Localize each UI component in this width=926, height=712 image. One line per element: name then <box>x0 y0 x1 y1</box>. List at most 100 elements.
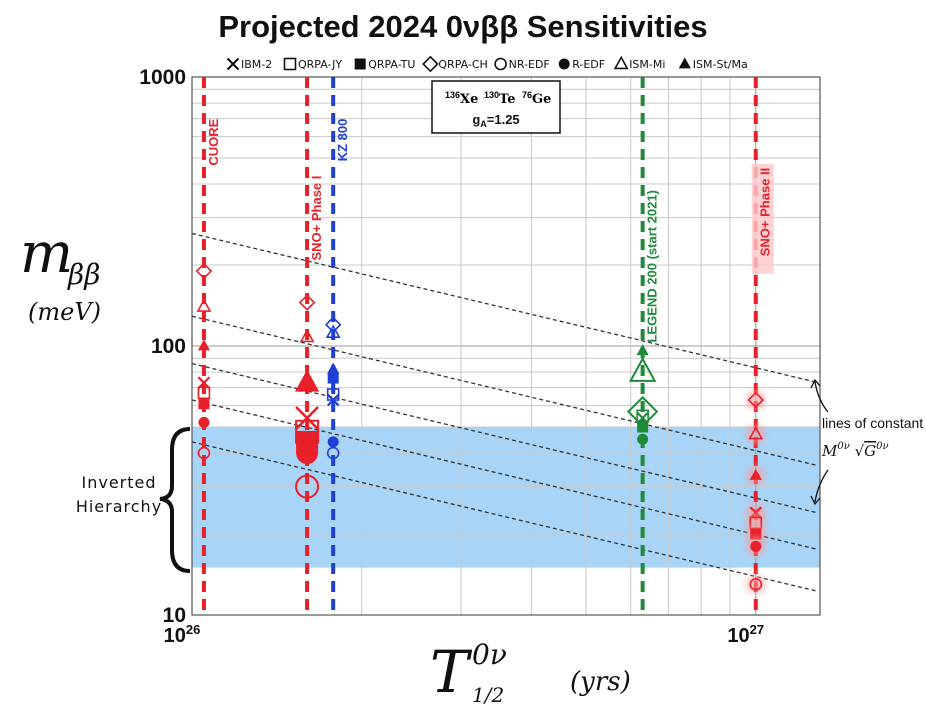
marker-diamond-open <box>747 391 765 409</box>
data-point-glow <box>745 389 766 410</box>
marker-triangle-filled <box>197 339 210 351</box>
marker-triangle-open <box>628 356 657 382</box>
marker-diamond-open <box>422 55 439 73</box>
inverted-hierarchy-label: Inverted Hierarchy <box>76 427 191 573</box>
experiment-label-glow <box>751 163 774 274</box>
y-axis-label-sub: ββ <box>67 258 100 291</box>
marker-triangle-open <box>325 324 341 338</box>
marker-triangle-filled <box>294 369 320 392</box>
experiment-label: SNO+ Phase II <box>758 168 773 257</box>
x-tick-label: 1026 <box>164 622 201 647</box>
plot-frame <box>191 76 821 616</box>
experiment-label: LEGEND 200 (start 2021) <box>645 190 660 342</box>
legend: IBM-2 QRPA-JY QRPA-TU QRPA-CH NR-EDF R-EDF ISM… <box>226 55 748 73</box>
band-label-line1: Inverted <box>81 473 156 492</box>
legend-entry-label: NR-EDF <box>509 58 550 71</box>
ga-prefix: g <box>472 112 480 127</box>
constant-line <box>191 315 817 466</box>
y-axis-label-unit: (meV) <box>28 298 101 326</box>
x-tick-exponent: 26 <box>186 622 200 637</box>
x-axis-label-unit: (yrs) <box>570 667 631 697</box>
marker-circle-open <box>494 57 507 71</box>
marker-square-filled <box>354 58 366 70</box>
constant-line <box>191 232 817 383</box>
isotope-te: 130Te <box>484 90 515 107</box>
y-axis-label-main: m <box>20 221 73 286</box>
x-tick-exponent: 27 <box>750 622 764 637</box>
y-tick-labels: 10 100 1000 <box>139 66 186 627</box>
marker-square-filled <box>637 421 649 433</box>
experiment-label: CUORE <box>206 118 221 165</box>
marker-circle-filled <box>296 442 319 465</box>
legend-entry-label: QRPA-JY <box>298 58 342 71</box>
isotope-xe: 136Xe <box>445 90 478 107</box>
marker-square-open <box>283 57 297 71</box>
legend-entry-label: IBM-2 <box>241 58 272 71</box>
marker-circle-open <box>197 446 211 460</box>
inverted-hierarchy-band <box>192 426 820 568</box>
isotope-box: 136Xe 130Te 76Ge gA=1.25 <box>431 80 561 134</box>
marker-diamond-open <box>298 294 316 311</box>
ga-sub: A <box>480 119 487 129</box>
arrow-down <box>814 469 829 503</box>
marker-circle-filled <box>198 416 210 428</box>
arrow-up <box>814 381 829 413</box>
marker-circle-filled <box>327 436 339 448</box>
band-label-line2: Hierarchy <box>76 497 162 516</box>
marker-square-filled <box>198 398 210 410</box>
legend-entry-label: ISM-Mi <box>629 58 665 71</box>
marker-circle-filled <box>558 58 570 70</box>
constant-line <box>191 441 817 592</box>
y-tick-label: 10 <box>163 604 186 627</box>
marker-triangle-filled <box>678 57 691 69</box>
x-tick-label: 1027 <box>727 622 764 647</box>
curly-brace <box>159 427 191 573</box>
isotope-xe-mass: 136 <box>445 90 460 100</box>
x-axis-label: T 0ν 1/2 (yrs) <box>430 638 631 707</box>
marker-triangle-filled <box>327 362 340 374</box>
marker-x <box>226 57 240 71</box>
y-tick-label: 1000 <box>139 66 186 89</box>
isotope-te-mass: 130 <box>484 90 499 100</box>
legend-entry-label: R-EDF <box>572 58 605 71</box>
constant-line <box>191 362 817 514</box>
marker-circle-open <box>326 446 340 460</box>
y-tick-label: 100 <box>151 335 186 358</box>
marker-triangle-open <box>748 425 764 440</box>
x-axis-label-main: T <box>430 638 473 706</box>
chart-title: Projected 2024 0νββ Sensitivities <box>218 9 707 44</box>
marker-diamond-open <box>195 262 213 280</box>
ga-value: =1.25 <box>487 112 520 127</box>
isotope-box-frame <box>431 80 561 134</box>
constant-lines-label: lines of constant <box>822 415 923 431</box>
marker-circle-open <box>749 578 763 591</box>
ga-label: gA=1.25 <box>472 112 519 129</box>
marker-diamond-open <box>324 316 342 333</box>
x-axis-label-sup: 0ν <box>472 638 507 671</box>
experiment-label: SNO+ Phase I <box>309 176 324 261</box>
marker-circle-open <box>295 474 320 499</box>
marker-x <box>326 393 340 407</box>
marker-circle-filled <box>750 540 762 552</box>
marker-triangle-open <box>196 298 212 312</box>
marker-triangle-filled <box>749 468 762 480</box>
experiment-labels: CUORE SNO+ Phase I KZ 800 LEGEND 200 (start… <box>206 118 774 342</box>
experiment-label: KZ 800 <box>335 119 350 162</box>
marker-x <box>197 376 211 390</box>
isotope-te-symbol: Te <box>499 92 515 107</box>
marker-triangle-open <box>613 55 629 70</box>
marker-square-open <box>636 409 649 423</box>
marker-x <box>295 406 319 430</box>
constant-lines-math: M0ν √G0ν <box>821 441 889 460</box>
marker-square-filled <box>750 528 762 540</box>
x-axis-label-sub: 1/2 <box>472 683 504 707</box>
marker-triangle-filled <box>636 344 649 356</box>
arrow-up-head <box>810 378 821 389</box>
legend-entry-label: ISM-St/Ma <box>693 58 748 71</box>
legend-entry-label: QRPA-CH <box>438 58 487 71</box>
marker-square-filled <box>327 372 339 384</box>
isotope-ge: 76Ge <box>522 90 551 107</box>
marker-circle-filled <box>637 433 649 445</box>
constant-lines-note: lines of constant M0ν √G0ν <box>810 378 923 506</box>
isotope-xe-symbol: Xe <box>460 92 478 107</box>
